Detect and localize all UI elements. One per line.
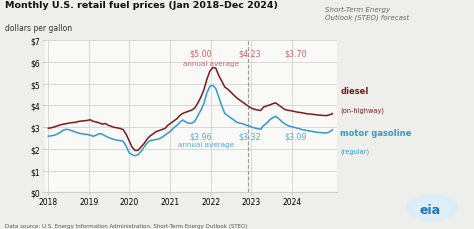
Text: $3.09: $3.09 [284, 132, 307, 141]
Text: Monthly U.S. retail fuel prices (Jan 2018–Dec 2024): Monthly U.S. retail fuel prices (Jan 201… [5, 1, 278, 10]
Text: $5.00: $5.00 [189, 49, 212, 58]
Text: $3.70: $3.70 [284, 49, 307, 58]
Text: (on-highway): (on-highway) [340, 107, 384, 113]
Text: Data source: U.S. Energy Information Administration, Short-Term Energy Outlook (: Data source: U.S. Energy Information Adm… [5, 223, 247, 228]
Text: $3.32: $3.32 [238, 132, 261, 141]
Text: $3.96: $3.96 [189, 132, 212, 141]
Text: motor gasoline: motor gasoline [340, 128, 412, 137]
Text: (regular): (regular) [340, 148, 369, 154]
Text: $4.23: $4.23 [238, 49, 261, 58]
Text: dollars per gallon: dollars per gallon [5, 24, 72, 33]
Text: annual average: annual average [179, 142, 235, 147]
Text: Short-Term Energy
Outlook (STEO) forecast: Short-Term Energy Outlook (STEO) forecas… [325, 7, 409, 21]
Text: eia: eia [419, 204, 441, 216]
Ellipse shape [407, 195, 457, 221]
Text: annual average: annual average [182, 60, 239, 66]
Text: diesel: diesel [340, 87, 369, 96]
